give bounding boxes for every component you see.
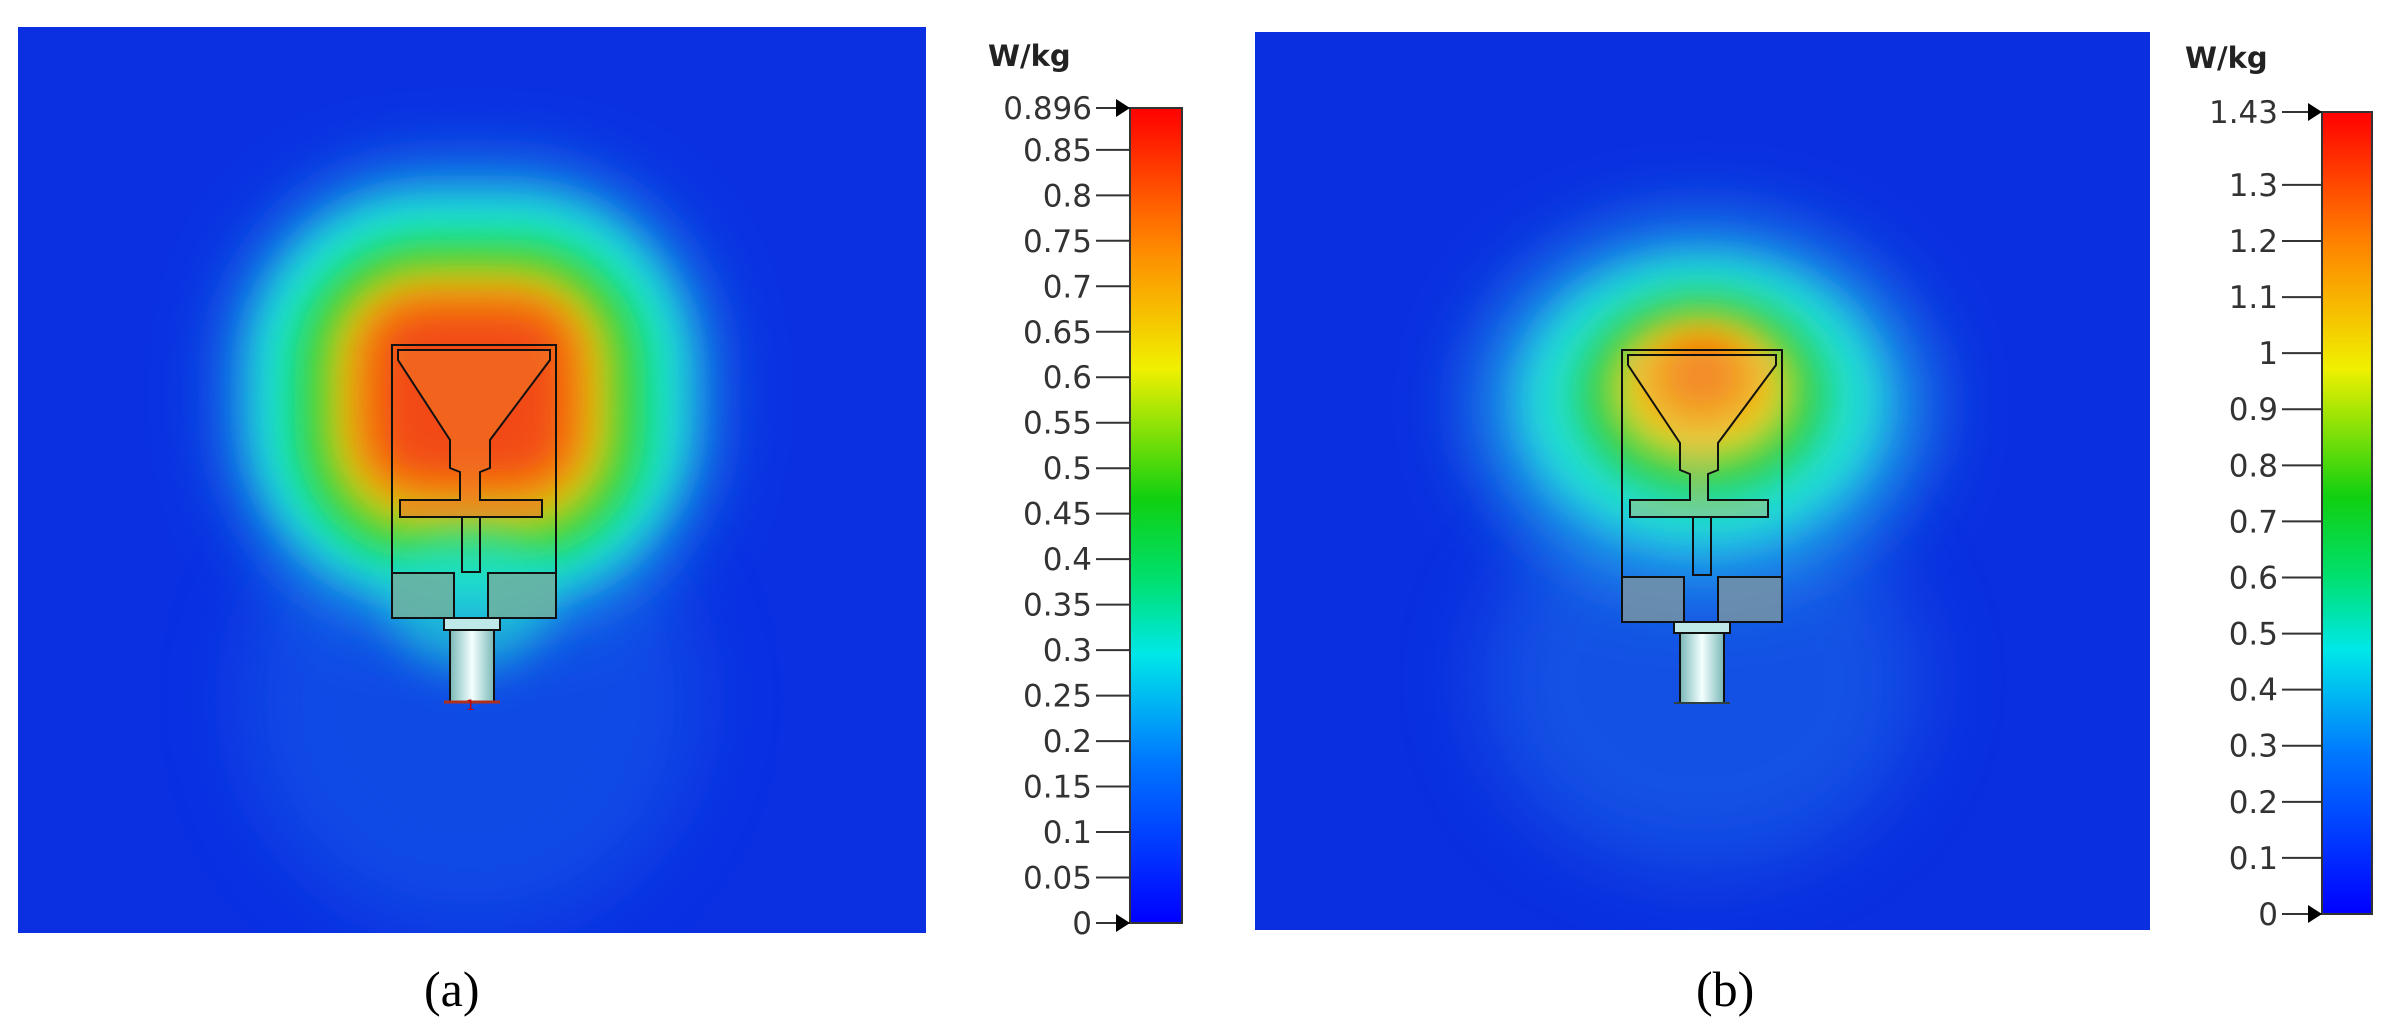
colorbar-tick-label: 0.3	[1043, 633, 1092, 669]
colorbar-tick-label: 0.1	[2229, 841, 2278, 877]
colorbar-tick-label: 0.15	[1023, 770, 1092, 806]
panel-a-svg: 1 W/kg 0.896 0.85 0.8 0.75 0.7 0.65 0.6 0.55 0.5…	[18, 27, 1183, 942]
colorbar-tick-label: 0.3	[2229, 729, 2278, 765]
colorbar-tick-label: 1	[2258, 336, 2278, 372]
colorbar-tick-label: 1.1	[2229, 280, 2278, 316]
colorbar-tick-label: 0.5	[1043, 451, 1092, 487]
colorbar-tick-label: 0.35	[1023, 588, 1092, 624]
colorbar-tick-label: 0.75	[1023, 224, 1092, 260]
colorbar-tick-label: 0.1	[1043, 815, 1092, 851]
panel-b-svg: W/kg 1.43 1.3 1.2 1.1 1 0.9 0.8 0.7 0.6 0.5 0.4 0.3…	[1255, 32, 2373, 933]
colorbar-tick-label: 0.05	[1023, 861, 1092, 897]
colorbar-scale-b	[2321, 111, 2373, 915]
panel-a: 1 W/kg 0.896 0.85 0.8 0.75 0.7 0.65 0.6 0.55 0.5…	[18, 27, 1183, 1017]
colorbar-tick-label: 0.85	[1023, 133, 1092, 169]
colorbar-tick-label: 1.3	[2229, 168, 2278, 204]
colorbar-tick-label: 0	[1072, 906, 1092, 942]
antenna-outline-a	[391, 344, 557, 704]
colorbar-tick-label: 0.6	[2229, 560, 2278, 596]
colorbar-tick-label: 0.8	[2229, 448, 2278, 484]
colorbar-tick-label: 0.25	[1023, 679, 1092, 715]
colorbar-tick-label: 1.2	[2229, 224, 2278, 260]
colorbar-tick-label: 0.55	[1023, 406, 1092, 442]
colorbar-ticks-b: 1.43 1.3 1.2 1.1 1 0.9 0.8 0.7 0.6 0.5 0.4 0.3 0.2 0.…	[2209, 95, 2322, 933]
colorbar-max-label: 0.896	[1003, 91, 1092, 127]
colorbar-tick-label: 0.6	[1043, 360, 1092, 396]
panel-b: W/kg 1.43 1.3 1.2 1.1 1 0.9 0.8 0.7 0.6 0.5 0.4 0.3…	[1210, 0, 2396, 1034]
colorbar-max-label: 1.43	[2209, 95, 2278, 131]
colorbar-ticks-a: 0.896 0.85 0.8 0.75 0.7 0.65 0.6 0.55 0.5 0.45 0.4…	[1003, 91, 1130, 942]
colorbar-tick-label: 0.2	[1043, 724, 1092, 760]
colorbar-max-arrow-icon	[1116, 99, 1130, 117]
colorbar-tick-label: 0.5	[2229, 617, 2278, 653]
colorbar-tick-label: 0.7	[1043, 269, 1092, 305]
caption-a: (a)	[424, 961, 480, 1017]
colorbar-tick-label: 0.4	[2229, 673, 2278, 709]
colorbar-tick-label: 0.65	[1023, 315, 1092, 351]
colorbar-unit-a: W/kg	[988, 39, 1071, 73]
colorbar-min-arrow-icon	[2308, 905, 2322, 923]
port-label-a: 1	[466, 698, 475, 714]
colorbar-tick-label: 0.7	[2229, 504, 2278, 540]
colorbar-tick-label: 0.45	[1023, 497, 1092, 533]
colorbar-min-arrow-icon	[1116, 914, 1130, 932]
colorbar-tick-label: 0.9	[2229, 392, 2278, 428]
colorbar-max-arrow-icon	[2308, 103, 2322, 121]
antenna-outline-b	[1621, 349, 1783, 704]
colorbar-unit-b: W/kg	[2185, 41, 2268, 75]
colorbar-tick-label: 0.8	[1043, 178, 1092, 214]
colorbar-tick-label: 0	[2258, 897, 2278, 933]
colorbar-tick-label: 0.2	[2229, 785, 2278, 821]
colorbar-scale-a	[1129, 107, 1183, 924]
caption-b: (b)	[1696, 961, 1755, 1017]
colorbar-tick-label: 0.4	[1043, 542, 1092, 578]
